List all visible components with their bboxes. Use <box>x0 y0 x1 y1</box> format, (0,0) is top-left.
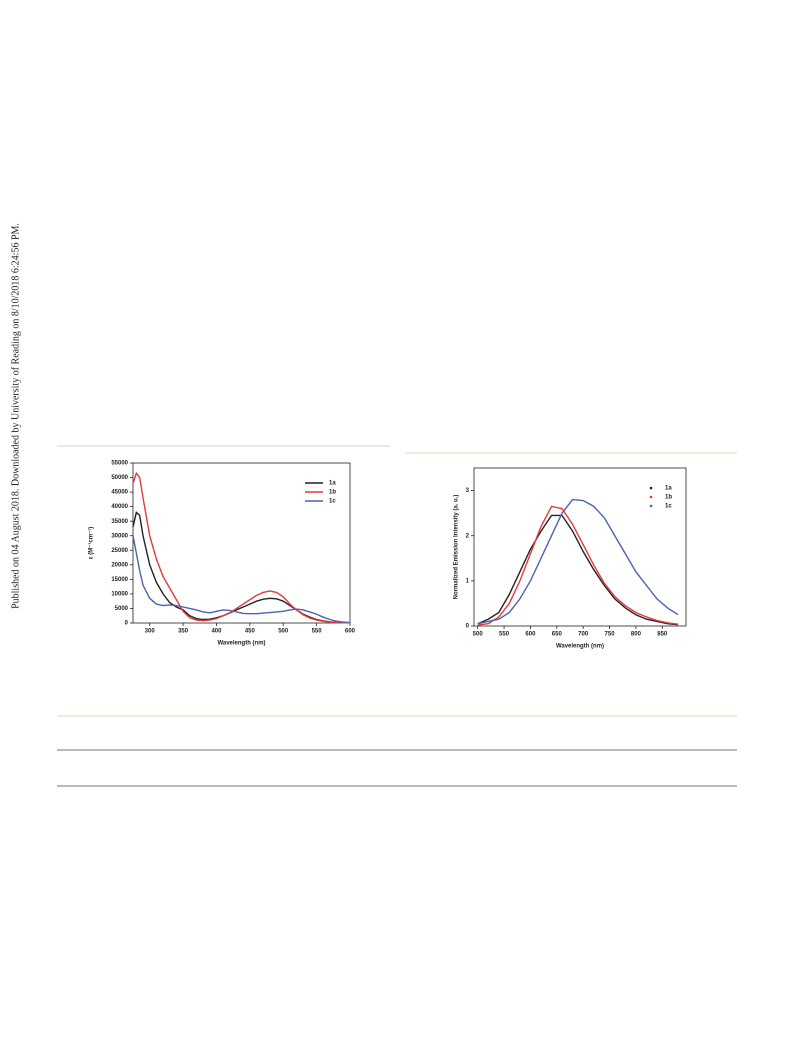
x-tick-label: 600 <box>345 629 356 635</box>
x-tick-label: 350 <box>178 629 189 635</box>
x-tick-label: 550 <box>312 629 323 635</box>
x-tick-label: 650 <box>552 632 563 638</box>
legend-label: 1c <box>665 504 672 510</box>
x-tick-label: 600 <box>525 632 536 638</box>
y-tick-label: 10000 <box>111 591 128 597</box>
x-tick-label: 550 <box>499 632 510 638</box>
x-tick-label: 700 <box>578 632 589 638</box>
y-tick-label: 25000 <box>111 548 128 554</box>
y-tick-label: 0 <box>466 624 470 630</box>
sidebar-text: Published on 04 August 2018. Downloaded … <box>10 223 21 609</box>
y-tick-label: 5000 <box>115 606 129 612</box>
y-tick-label: 40000 <box>111 504 128 510</box>
data-line <box>477 514 679 626</box>
y-tick-label: 35000 <box>111 519 128 525</box>
x-tick-label: 450 <box>245 629 256 635</box>
x-tick-label: 750 <box>605 632 616 638</box>
y-tick-label: 3 <box>466 488 470 494</box>
y-tick-label: 0 <box>125 621 129 627</box>
x-tick-label: 500 <box>278 629 289 635</box>
y-axis-label: Normalized Emission Intensity (a. u.) <box>454 495 460 600</box>
x-tick-label: 500 <box>473 632 484 638</box>
y-tick-label: 20000 <box>111 562 128 568</box>
y-tick-label: 2 <box>466 533 470 539</box>
data-line <box>132 471 351 624</box>
legend-marker <box>649 486 653 490</box>
legend-label: 1b <box>665 495 672 501</box>
y-tick-label: 50000 <box>111 475 128 481</box>
x-tick-label: 400 <box>211 629 222 635</box>
x-tick-label: 850 <box>657 632 668 638</box>
y-tick-label: 15000 <box>111 577 128 583</box>
legend-label: 1b <box>329 490 336 496</box>
data-line <box>477 505 679 626</box>
legend-marker <box>649 504 653 508</box>
data-line <box>132 511 351 624</box>
y-tick-label: 30000 <box>111 533 128 539</box>
y-tick-label: 45000 <box>111 490 128 496</box>
data-line <box>477 498 679 625</box>
y-tick-label: 1 <box>466 578 470 584</box>
x-axis-label: Wavelength (nm) <box>556 644 604 650</box>
x-tick-label: 300 <box>145 629 156 635</box>
legend-label: 1c <box>329 499 336 505</box>
plot-frame <box>132 462 351 624</box>
legend-label: 1a <box>665 486 672 492</box>
plot-frame <box>473 467 687 627</box>
data-line <box>132 535 351 624</box>
x-axis-label: Wavelength (nm) <box>217 641 265 647</box>
legend-label: 1a <box>329 481 336 487</box>
y-axis-label: ε (M⁻¹cm⁻¹) <box>88 527 95 560</box>
y-tick-label: 55000 <box>111 461 128 467</box>
x-tick-label: 800 <box>631 632 642 638</box>
legend-marker <box>649 495 653 499</box>
